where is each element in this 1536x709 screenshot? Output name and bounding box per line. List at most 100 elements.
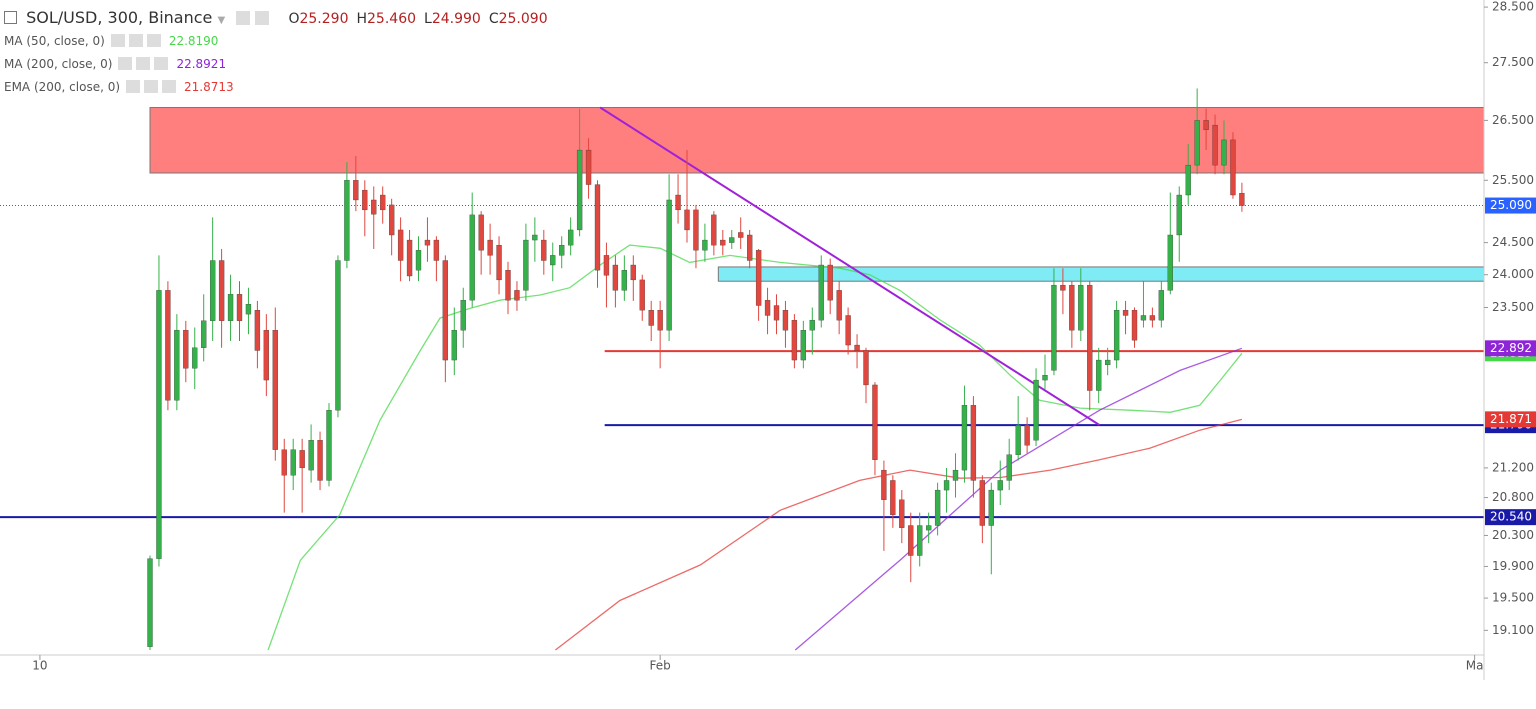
candle-body: [201, 320, 207, 348]
candle-body: [183, 330, 189, 369]
candle-body: [442, 260, 449, 361]
candle-body: [612, 264, 619, 291]
y-tick-label: 24.000: [1492, 267, 1534, 281]
collapse-icon[interactable]: [4, 11, 17, 24]
y-tick-label: 23.500: [1492, 300, 1534, 314]
indicator-name: EMA (200, close, 0): [4, 80, 121, 94]
indicator-line: [794, 347, 1243, 651]
candle-body: [1069, 284, 1075, 331]
candle-body: [1167, 234, 1173, 291]
ohlc-key: C: [488, 11, 499, 27]
ohlc-value: 25.290: [299, 11, 349, 27]
candle-body: [1131, 310, 1138, 341]
candle-body: [559, 244, 565, 256]
candle-body: [299, 450, 305, 469]
candle-body: [147, 558, 153, 647]
x-tick-label: 10: [32, 659, 47, 673]
candle-body: [908, 525, 914, 556]
candle-body: [1194, 120, 1200, 166]
eye-icon[interactable]: [236, 11, 251, 25]
candle-body: [621, 270, 628, 291]
candle-body: [1158, 290, 1165, 321]
candle-body: [997, 480, 1003, 491]
candle-body: [1015, 425, 1021, 455]
price-tag-label: 22.892: [1490, 341, 1532, 355]
candle-body: [380, 194, 386, 211]
candle-body: [702, 239, 708, 251]
candle-body: [1185, 164, 1191, 196]
candle-body: [693, 209, 699, 251]
candle-body: [245, 304, 252, 315]
ohlc-key: H: [356, 11, 368, 27]
candle-body: [729, 237, 735, 243]
zone: [149, 107, 1485, 174]
candle-body: [1176, 194, 1182, 236]
candle-body: [344, 180, 350, 261]
candle-body: [1105, 359, 1111, 366]
indicator-value: 22.8921: [176, 57, 227, 71]
candle-body: [854, 344, 860, 351]
ohlc-value: 25.090: [498, 11, 548, 27]
candle-body: [1212, 124, 1218, 166]
candle-body: [451, 330, 457, 361]
y-tick-label: 27.500: [1492, 55, 1534, 69]
candle-body: [1140, 315, 1147, 321]
ohlc-key: L: [424, 11, 432, 27]
candle-body: [934, 489, 941, 526]
candle-body: [594, 184, 601, 271]
indicator-icons: [118, 57, 171, 70]
candle-body: [791, 319, 798, 361]
candle-body: [487, 239, 493, 256]
candle-body: [156, 290, 162, 559]
candle-body: [317, 440, 323, 481]
indicator-row: EMA (200, close, 0) 21.8713: [4, 80, 234, 94]
trendline: [599, 106, 1101, 426]
candle-body: [174, 330, 180, 401]
indicator-row: MA (50, close, 0) 22.8190: [4, 34, 218, 48]
candle-body: [236, 294, 243, 321]
symbol-title: SOL/USD, 300, Binance: [26, 8, 213, 27]
candle-body: [603, 255, 610, 276]
candle-body: [254, 310, 261, 351]
plot-area: [0, 88, 1485, 651]
y-tick-label: 26.500: [1492, 113, 1534, 127]
indicator-name: MA (50, close, 0): [4, 34, 105, 48]
candle-body: [192, 347, 198, 369]
candle-body: [1060, 284, 1066, 291]
candle-body: [1221, 139, 1227, 166]
candle-body: [1113, 310, 1120, 361]
indicator-icons: [126, 80, 179, 93]
indicator-value: 22.8190: [168, 34, 219, 48]
candle-body: [970, 405, 977, 481]
candle-body: [1087, 284, 1093, 391]
y-tick-label: 25.500: [1492, 173, 1534, 187]
candle-body: [943, 480, 950, 491]
y-tick-label: 24.500: [1492, 235, 1534, 249]
candle-body: [496, 244, 502, 281]
candle-body: [576, 149, 583, 231]
candle-body: [818, 264, 824, 321]
dropdown-icon[interactable]: ▼: [217, 15, 226, 26]
candle-body: [585, 149, 592, 185]
candle-body: [541, 239, 547, 261]
candle-body: [836, 290, 842, 321]
candle-body: [460, 300, 466, 331]
settings-icon[interactable]: [255, 11, 270, 25]
candle-body: [1239, 193, 1245, 206]
candle-body: [845, 315, 851, 346]
candle-body: [657, 310, 663, 331]
candle-body: [979, 480, 986, 526]
candle-body: [800, 330, 807, 361]
candle-body: [711, 214, 717, 246]
candle-body: [890, 480, 896, 516]
y-tick-label: 20.300: [1492, 528, 1534, 542]
candle-body: [362, 189, 368, 211]
ohlc-value: 25.460: [367, 11, 417, 27]
candle-body: [630, 264, 636, 281]
candle-body: [272, 330, 278, 450]
candle-body: [1203, 120, 1209, 130]
candle-body: [165, 290, 171, 401]
candle-body: [648, 310, 654, 326]
